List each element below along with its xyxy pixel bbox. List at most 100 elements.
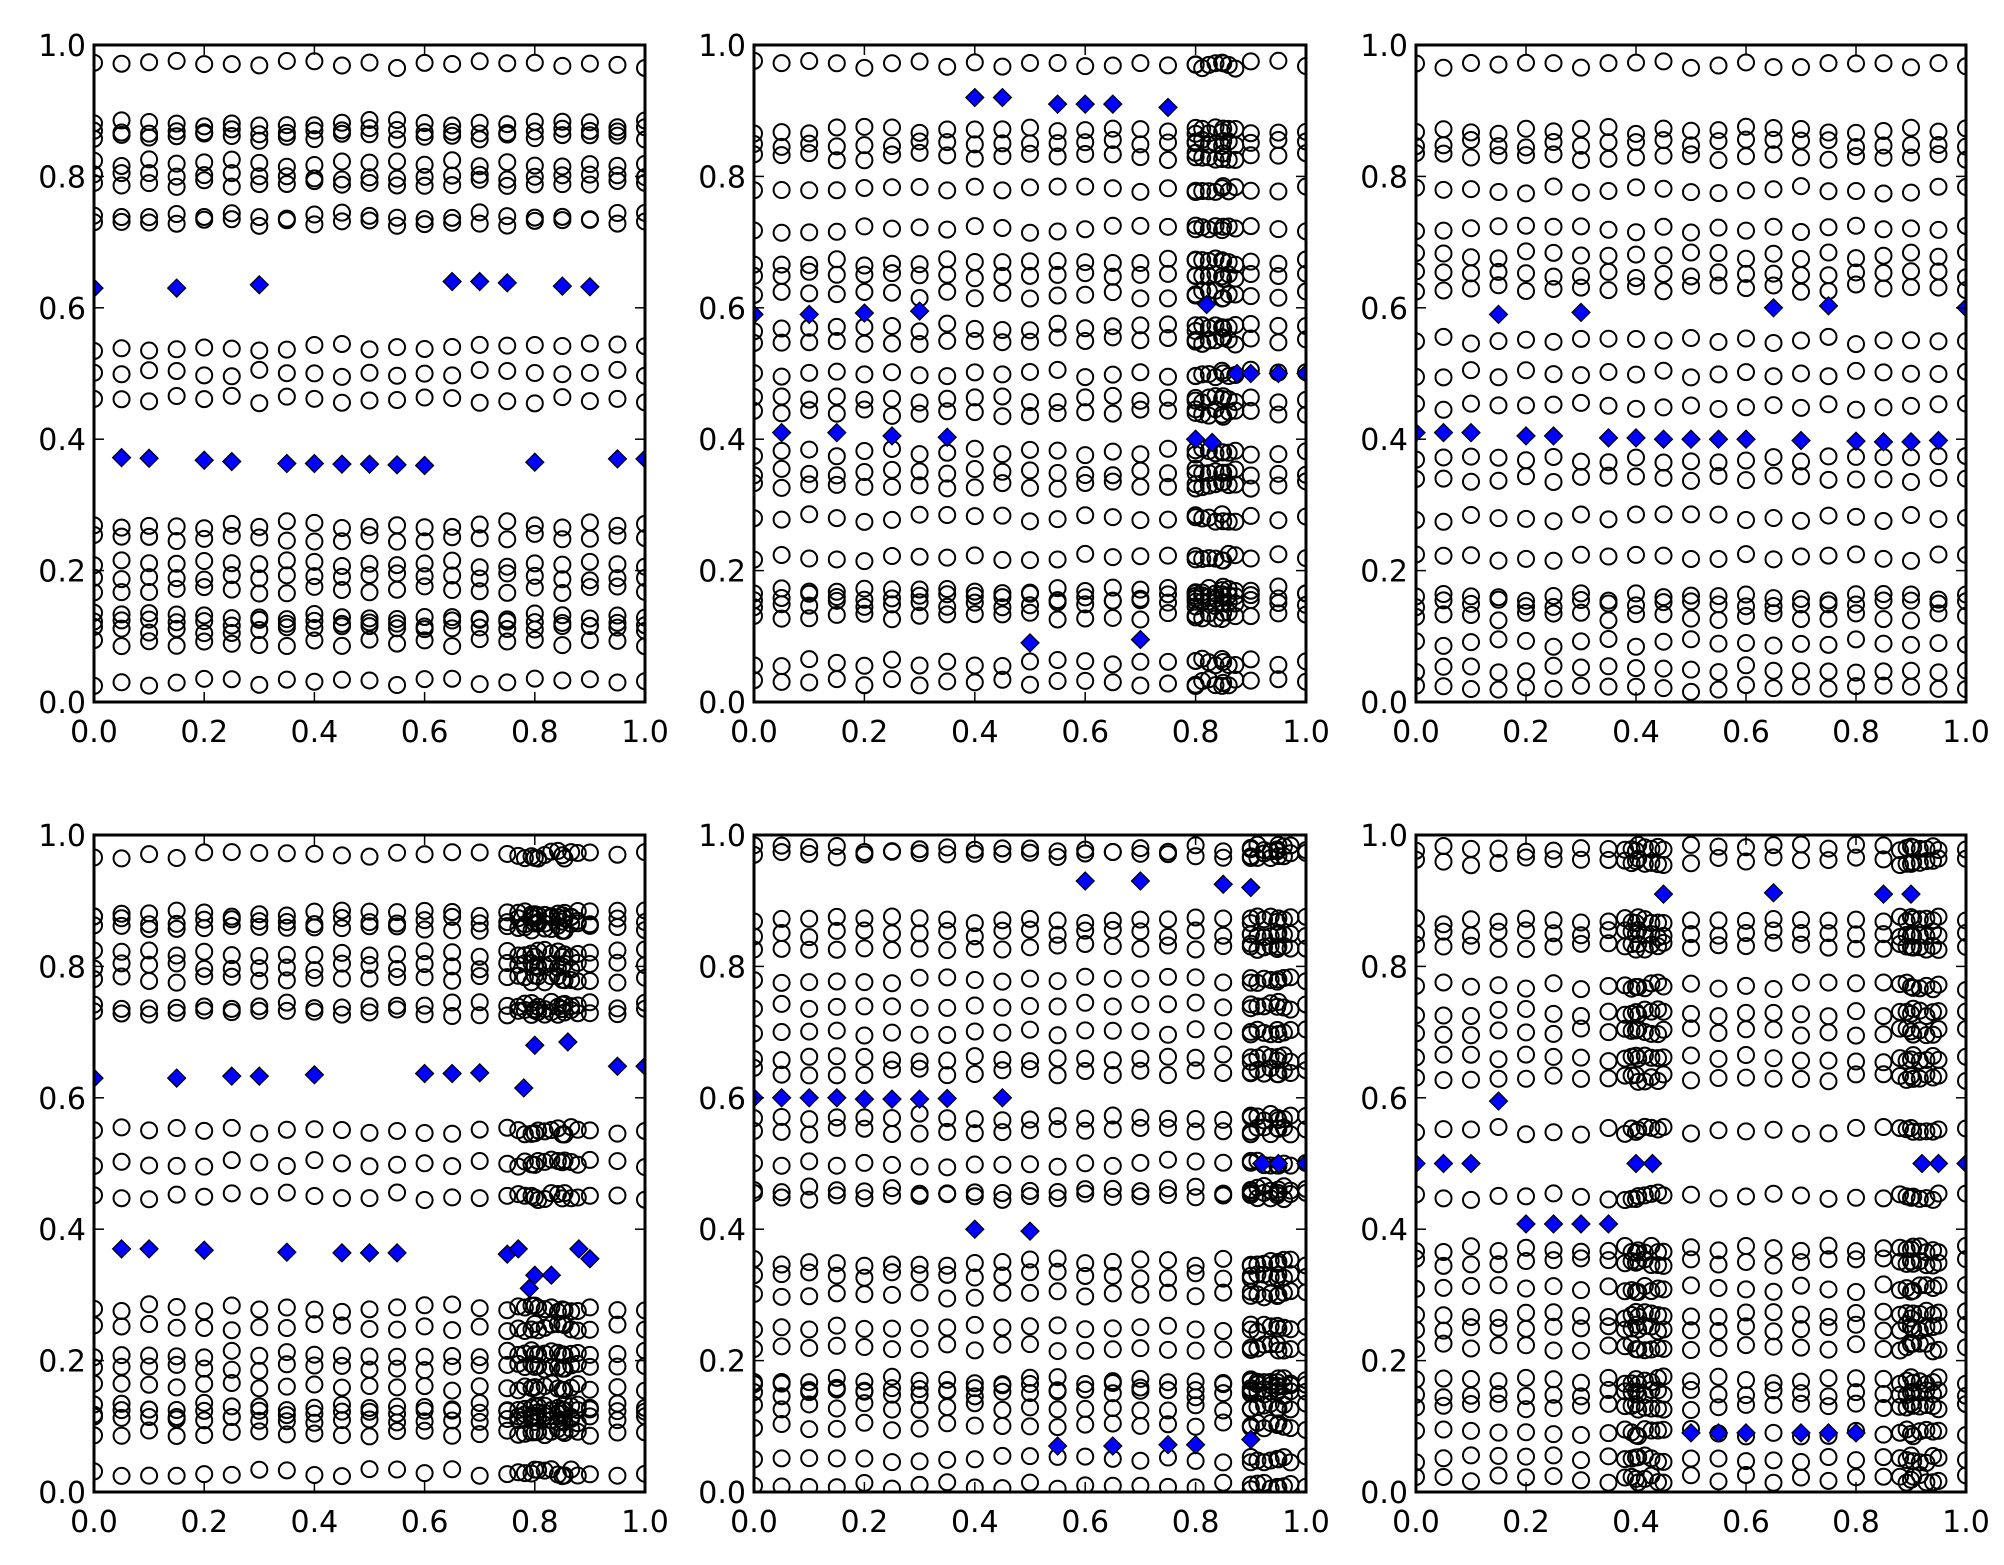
circle-point <box>1131 182 1150 201</box>
circle-point <box>938 585 957 604</box>
circle-point <box>140 554 159 573</box>
circle-point <box>332 846 351 865</box>
circle-point <box>883 842 901 861</box>
circle-point <box>140 1005 159 1024</box>
circle-point <box>1048 53 1067 72</box>
circle-point <box>498 1401 517 1420</box>
circle-point <box>883 610 901 629</box>
circle-point <box>1764 1003 1783 1022</box>
circle-point <box>1434 1449 1453 1468</box>
circle-point <box>1131 1269 1150 1288</box>
diamond-point <box>937 427 958 448</box>
circle-point <box>1682 854 1700 873</box>
circle-point <box>608 569 627 588</box>
circle-point <box>1792 609 1810 628</box>
circle-point <box>1255 1023 1274 1042</box>
circle-point <box>608 360 627 379</box>
circle-point <box>360 526 379 545</box>
circle-point <box>1572 1249 1590 1268</box>
circle-point <box>636 616 645 635</box>
circle-point <box>636 621 645 640</box>
circle-point <box>1159 122 1177 141</box>
circle-point <box>1544 1385 1563 1404</box>
circle-point <box>140 1357 159 1376</box>
circle-point <box>305 1356 324 1375</box>
y-tick-label: 0.8 <box>38 160 86 195</box>
y-tick-label: 1.0 <box>1360 819 1408 854</box>
circle-point <box>883 1400 901 1419</box>
circle-point <box>305 1465 324 1484</box>
circle-point <box>1048 134 1067 153</box>
circle-point <box>94 121 103 140</box>
circle-point <box>167 849 186 868</box>
circle-point <box>1517 451 1535 470</box>
circle-point <box>1186 1188 1205 1207</box>
circle-point <box>140 207 159 226</box>
circle-point <box>827 582 846 601</box>
y-tick-label: 0.8 <box>698 160 746 195</box>
circle-point <box>1572 1242 1590 1261</box>
circle-point <box>277 566 296 585</box>
circle-point <box>1929 545 1948 564</box>
circle-point <box>910 393 929 412</box>
circle-point <box>1874 850 1893 869</box>
circle-point <box>1737 329 1755 348</box>
circle-point <box>360 168 379 187</box>
circle-point <box>1269 288 1288 307</box>
circle-point <box>1131 1153 1150 1172</box>
circle-point <box>415 1464 434 1483</box>
circle-point <box>470 1317 489 1336</box>
circle-point <box>800 1338 819 1357</box>
circle-point <box>1219 150 1238 169</box>
circle-point <box>112 954 131 973</box>
circle-point <box>1131 1369 1150 1388</box>
circle-point <box>1416 244 1425 263</box>
circle-point <box>883 254 901 273</box>
diamond-point <box>221 451 242 472</box>
circle-point <box>1241 549 1260 568</box>
circle-point <box>1434 327 1453 346</box>
circle-point <box>1924 1025 1942 1044</box>
circle-point <box>250 912 269 931</box>
circle-point <box>415 911 434 930</box>
circle-point <box>1416 935 1425 954</box>
circle-point <box>1489 1385 1508 1404</box>
circle-point <box>1847 1242 1865 1261</box>
circle-point <box>562 1344 581 1363</box>
circle-point <box>1434 448 1453 467</box>
circle-point <box>415 620 434 639</box>
circle-point <box>1627 505 1645 524</box>
circle-point <box>855 117 874 136</box>
circle-point <box>1048 328 1067 347</box>
circle-point <box>855 676 874 695</box>
circle-point <box>1544 1317 1563 1336</box>
circle-point <box>277 913 296 932</box>
circle-point <box>568 1004 587 1023</box>
circle-point <box>855 1047 874 1066</box>
circle-point <box>140 1315 159 1334</box>
circle-point <box>1214 1063 1233 1082</box>
circle-point <box>332 1121 351 1140</box>
circle-point <box>580 513 599 532</box>
circle-point <box>1076 1109 1095 1128</box>
circle-point <box>94 995 103 1014</box>
circle-point <box>250 1361 269 1380</box>
circle-point <box>1635 1420 1654 1439</box>
circle-point <box>167 1347 186 1366</box>
circle-point <box>1847 123 1865 142</box>
circle-point <box>1517 184 1535 203</box>
circle-point <box>827 466 846 485</box>
circle-point <box>94 612 103 631</box>
circle-point <box>1616 1237 1634 1256</box>
circle-point <box>1847 1383 1865 1402</box>
circle-point <box>800 838 819 857</box>
circle-point <box>608 555 627 574</box>
y-tick-label: 0.2 <box>38 555 86 590</box>
circle-point <box>1924 1122 1942 1141</box>
circle-point <box>1957 592 1966 611</box>
circle-point <box>332 943 351 962</box>
circle-point <box>222 1003 241 1022</box>
circle-point <box>360 847 379 866</box>
circle-point <box>360 517 379 536</box>
circle-point <box>94 848 103 867</box>
